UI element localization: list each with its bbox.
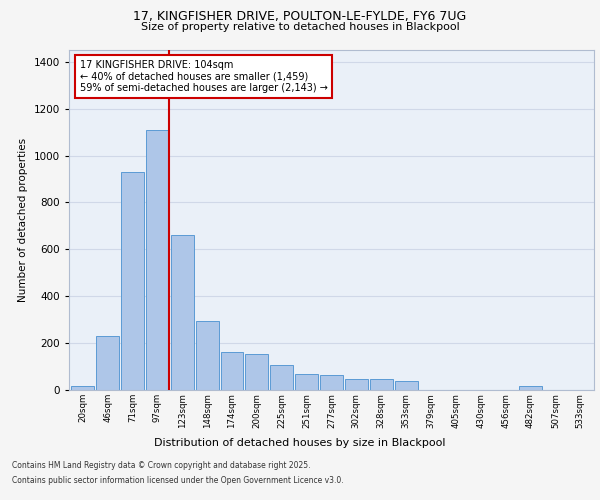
Bar xyxy=(146,130,169,390)
Bar xyxy=(370,380,393,390)
Text: Size of property relative to detached houses in Blackpool: Size of property relative to detached ho… xyxy=(140,22,460,32)
Y-axis label: Number of detached properties: Number of detached properties xyxy=(18,138,28,302)
Bar xyxy=(196,321,218,390)
Bar xyxy=(345,380,368,390)
Text: 17 KINGFISHER DRIVE: 104sqm
← 40% of detached houses are smaller (1,459)
59% of : 17 KINGFISHER DRIVE: 104sqm ← 40% of det… xyxy=(79,60,328,94)
Bar xyxy=(171,235,194,390)
Bar xyxy=(519,386,542,390)
Bar xyxy=(221,352,244,390)
Bar xyxy=(270,366,293,390)
Text: 17, KINGFISHER DRIVE, POULTON-LE-FYLDE, FY6 7UG: 17, KINGFISHER DRIVE, POULTON-LE-FYLDE, … xyxy=(133,10,467,23)
Bar xyxy=(245,354,268,390)
Text: Contains public sector information licensed under the Open Government Licence v3: Contains public sector information licen… xyxy=(12,476,344,485)
Text: Contains HM Land Registry data © Crown copyright and database right 2025.: Contains HM Land Registry data © Crown c… xyxy=(12,461,311,470)
Text: Distribution of detached houses by size in Blackpool: Distribution of detached houses by size … xyxy=(154,438,446,448)
Bar xyxy=(320,375,343,390)
Bar xyxy=(121,172,144,390)
Bar xyxy=(295,374,318,390)
Bar xyxy=(96,336,119,390)
Bar xyxy=(395,380,418,390)
Bar xyxy=(71,386,94,390)
